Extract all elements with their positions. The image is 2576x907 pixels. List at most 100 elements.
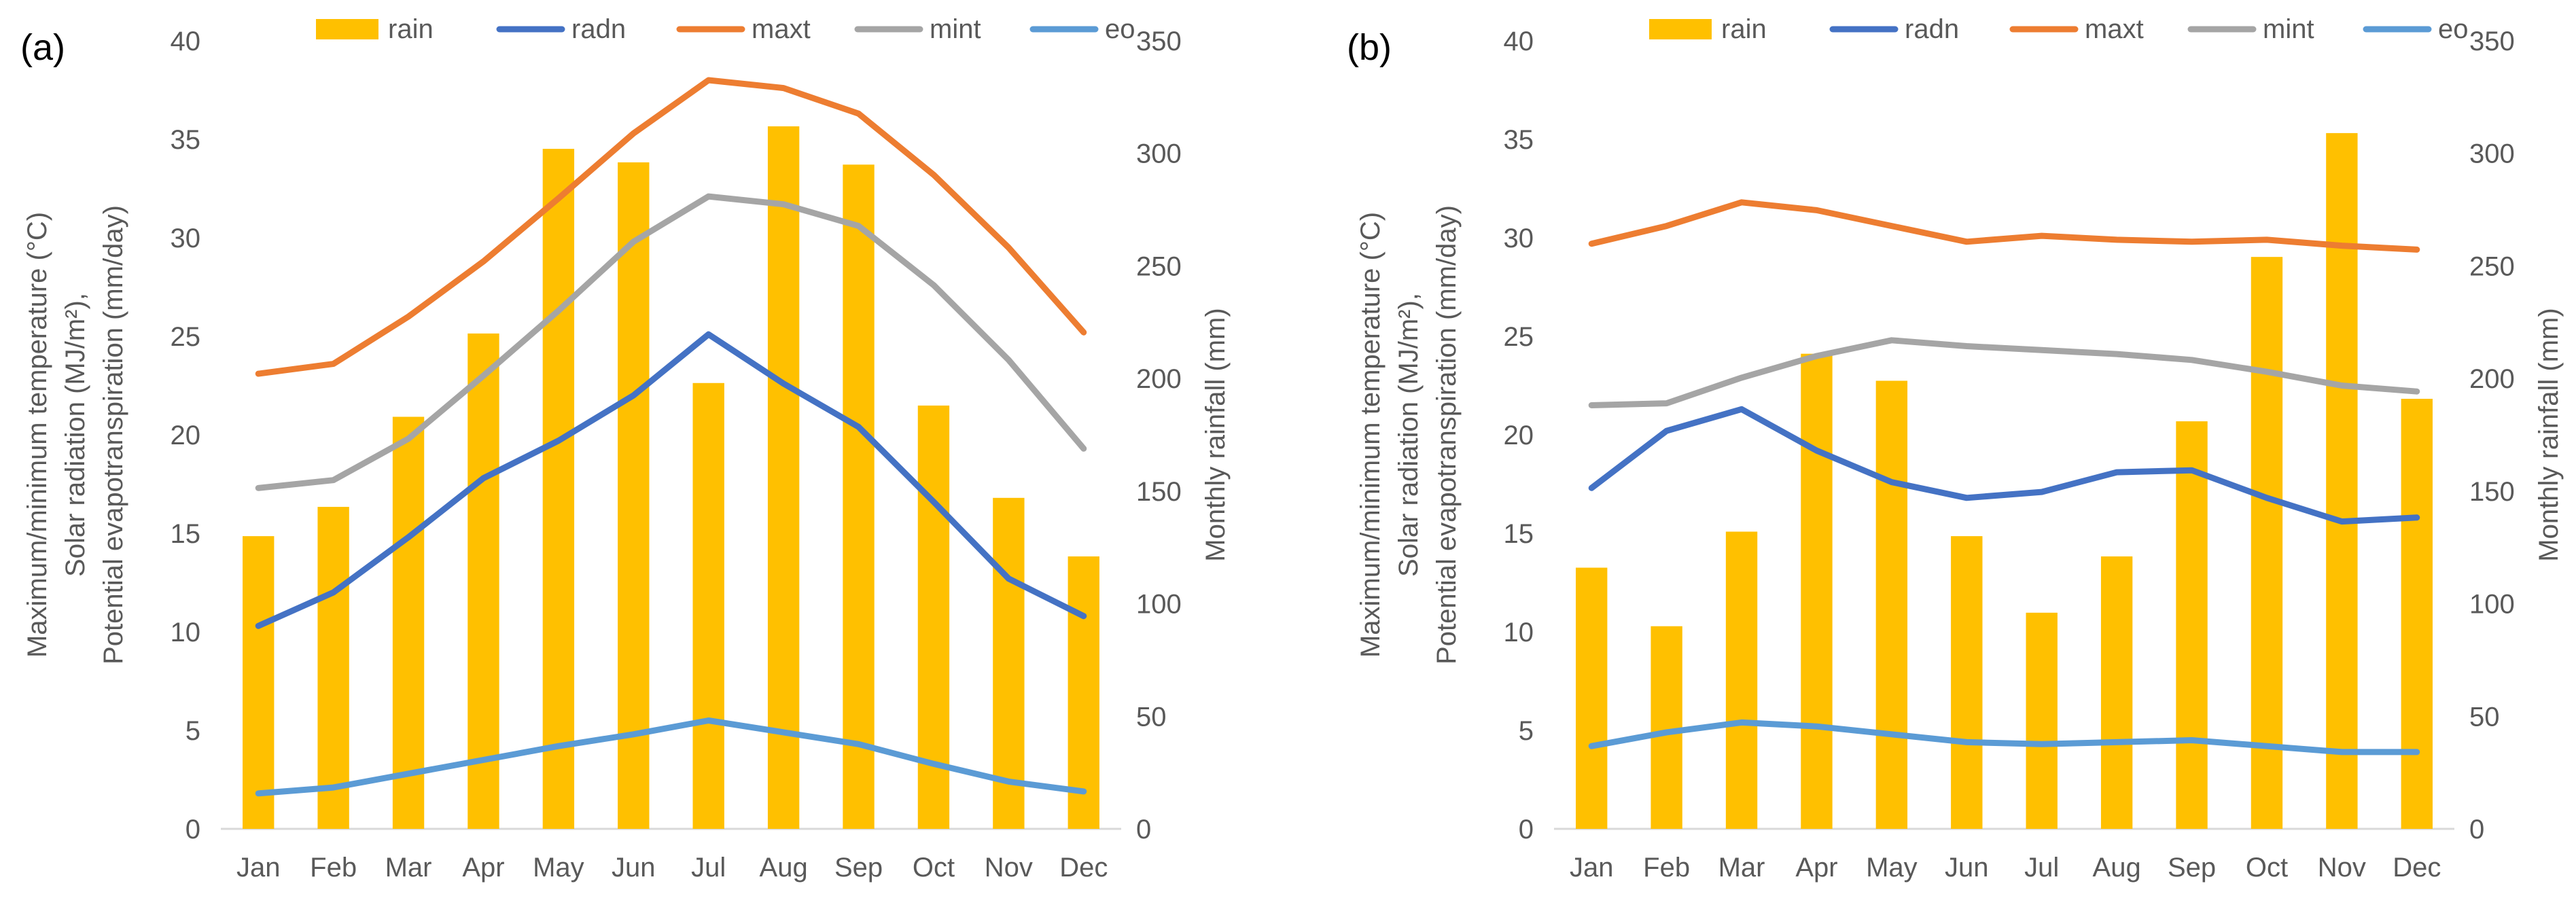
- bar-rain-jun: [1951, 536, 1983, 829]
- bar-rain-jul: [2026, 612, 2058, 829]
- y-left-axis-title-line: Maximum/minimum temperature (°C): [22, 212, 52, 658]
- series-line-eo: [1588, 719, 2420, 755]
- x-tick-label: Jan: [236, 853, 281, 883]
- bar-rain-aug: [767, 126, 800, 829]
- x-tick-label: Jun: [1945, 853, 1989, 883]
- x-tick-label: Sep: [834, 853, 883, 883]
- y-right-tick-label: 100: [2469, 590, 2515, 620]
- x-tick-label: Dec: [2393, 853, 2441, 883]
- bar-rain-dec: [2401, 398, 2433, 829]
- y-left-tick-label: 30: [171, 224, 201, 253]
- x-tick-label: Jun: [612, 853, 656, 883]
- bar-rain-feb: [1651, 626, 1682, 829]
- y-left-tick-label: 40: [171, 26, 201, 56]
- y-right-tick-label: 250: [2469, 251, 2515, 281]
- chart-panel-a: (a) 0 5 10 15 20 25 30 35 40 0 50 100 150 200 250 300 350…: [20, 14, 1231, 883]
- bar-rain-oct: [2251, 257, 2283, 830]
- bar-rain-aug: [2100, 556, 2133, 829]
- y-right-tick-label: 350: [1136, 26, 1182, 56]
- y-left-tick-label: 30: [1504, 224, 1534, 253]
- x-tick-label: Sep: [2168, 853, 2216, 883]
- x-tick-label: Mar: [1718, 853, 1765, 883]
- x-tick-label: Oct: [2246, 853, 2288, 883]
- legend-swatch-rain: [1649, 19, 1712, 39]
- bar-rain-nov: [993, 497, 1025, 829]
- x-tick-label: Feb: [310, 853, 357, 883]
- legend-label-mint: mint: [930, 14, 981, 44]
- x-tick-label: Apr: [462, 853, 504, 883]
- y-left-tick-label: 0: [1519, 815, 1534, 844]
- bar-rain-sep: [843, 164, 875, 830]
- y-left-tick-label: 20: [1504, 421, 1534, 450]
- bar-rain-apr: [467, 333, 499, 829]
- y-right-tick-label: 200: [1136, 364, 1182, 394]
- bar-rain-dec: [1068, 556, 1099, 829]
- bar-rain-jan: [243, 536, 275, 829]
- bar-rain-apr: [1801, 353, 1833, 829]
- legend-label-radn: radn: [571, 14, 626, 44]
- legend-label-maxt: maxt: [2085, 14, 2144, 44]
- panel-label: (b): [1347, 27, 1392, 68]
- x-tick-label: May: [533, 853, 584, 883]
- y-left-axis-title-line: Maximum/minimum temperature (°C): [1356, 212, 1386, 658]
- bar-rain-nov: [2326, 132, 2358, 829]
- bar-rain-feb: [317, 507, 349, 829]
- x-tick-label: Nov: [2318, 853, 2366, 883]
- bar-rain-jul: [692, 383, 724, 829]
- y-right-tick-label: 300: [1136, 139, 1182, 169]
- series-line-maxt: [1588, 199, 2420, 253]
- y-left-axis-title-line: Solar radiation (MJ/m²),: [1394, 293, 1424, 577]
- x-tick-label: Mar: [385, 853, 432, 883]
- bar-rain-jun: [618, 162, 650, 829]
- y-left-tick-label: 0: [186, 815, 200, 844]
- x-tick-label: Dec: [1059, 853, 1108, 883]
- series-line-mint: [255, 193, 1087, 491]
- y-right-tick-label: 250: [1136, 251, 1182, 281]
- x-tick-label: Jul: [2024, 853, 2059, 883]
- x-tick-label: Oct: [913, 853, 955, 883]
- bar-rain-jan: [1576, 567, 1608, 829]
- y-right-tick-label: 150: [2469, 477, 2515, 507]
- x-tick-label: Jul: [691, 853, 726, 883]
- y-right-axis-title: Monthly rainfall (mm): [1201, 308, 1231, 561]
- y-right-tick-label: 200: [2469, 364, 2515, 394]
- y-right-tick-label: 50: [2469, 702, 2500, 732]
- y-right-tick-label: 350: [2469, 26, 2515, 56]
- series-line-maxt: [255, 77, 1087, 377]
- bar-rain-may: [1875, 380, 1908, 829]
- x-tick-label: Apr: [1795, 853, 1837, 883]
- y-left-axis-title-line: Potential evapotranspiration (mm/day): [1432, 205, 1462, 664]
- bar-rain-mar: [392, 416, 425, 829]
- y-left-tick-label: 10: [171, 618, 201, 647]
- y-left-tick-label: 20: [171, 421, 201, 450]
- x-tick-label: Aug: [760, 853, 808, 883]
- y-left-tick-label: 10: [1504, 618, 1534, 647]
- legend-label-mint: mint: [2263, 14, 2314, 44]
- y-right-tick-label: 50: [1136, 702, 1167, 732]
- y-left-axis-title-line: Solar radiation (MJ/m²),: [60, 293, 90, 577]
- y-left-tick-label: 35: [171, 125, 201, 155]
- x-tick-label: Jan: [1570, 853, 1614, 883]
- y-right-tick-label: 100: [1136, 590, 1182, 620]
- x-tick-label: Feb: [1643, 853, 1690, 883]
- x-tick-label: Aug: [2093, 853, 2141, 883]
- y-left-tick-label: 15: [171, 519, 201, 549]
- y-right-tick-label: 0: [1136, 815, 1151, 844]
- legend-label-maxt: maxt: [752, 14, 811, 44]
- series-line-mint: [1588, 337, 2420, 408]
- x-tick-label: May: [1866, 853, 1918, 883]
- bar-rain-may: [542, 149, 575, 830]
- y-right-tick-label: 150: [1136, 477, 1182, 507]
- y-left-tick-label: 35: [1504, 125, 1534, 155]
- y-left-tick-label: 25: [1504, 322, 1534, 352]
- bar-rain-mar: [1725, 531, 1758, 829]
- legend-label-radn: radn: [1905, 14, 1959, 44]
- y-right-tick-label: 0: [2469, 815, 2484, 844]
- y-right-axis-title: Monthly rainfall (mm): [2534, 308, 2564, 561]
- y-left-axis-title-line: Potential evapotranspiration (mm/day): [99, 205, 128, 664]
- y-left-tick-label: 5: [1519, 716, 1534, 746]
- y-left-tick-label: 15: [1504, 519, 1534, 549]
- legend-swatch-rain: [316, 19, 378, 39]
- y-left-tick-label: 5: [186, 716, 200, 746]
